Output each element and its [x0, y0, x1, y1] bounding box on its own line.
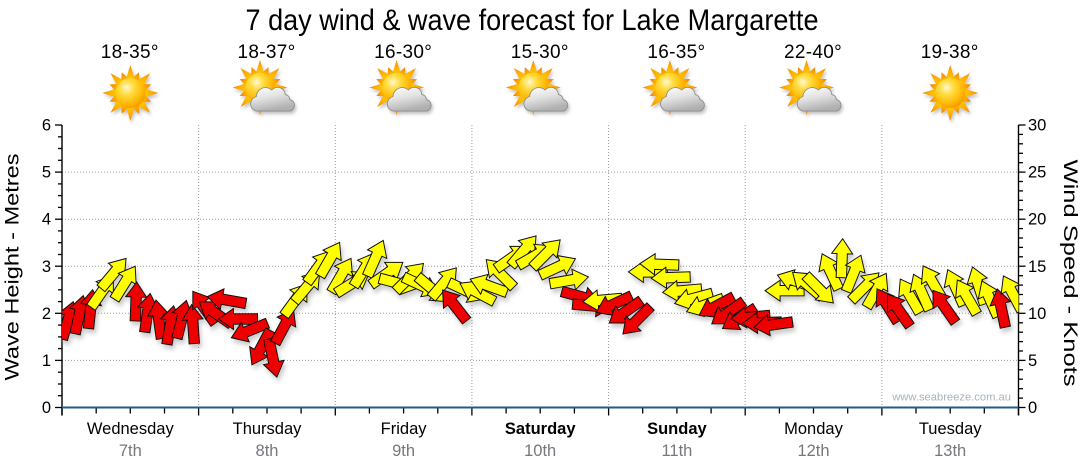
svg-text:Friday: Friday [381, 420, 428, 438]
svg-text:8th: 8th [256, 442, 279, 460]
svg-text:30: 30 [1028, 117, 1046, 135]
svg-text:Wind Speed - Knots: Wind Speed - Knots [1059, 160, 1080, 387]
svg-text:Monday: Monday [784, 420, 843, 438]
svg-text:25: 25 [1028, 164, 1046, 182]
svg-text:6: 6 [42, 117, 51, 135]
svg-text:16-30°: 16-30° [374, 42, 432, 63]
svg-text:10th: 10th [524, 442, 556, 460]
svg-text:12th: 12th [797, 442, 829, 460]
svg-text:15: 15 [1028, 258, 1046, 276]
svg-text:15-30°: 15-30° [511, 42, 569, 63]
svg-text:7 day wind & wave forecast for: 7 day wind & wave forecast for Lake Marg… [246, 4, 819, 37]
svg-text:19-38°: 19-38° [921, 42, 979, 63]
svg-text:www.seabreeze.com.au: www.seabreeze.com.au [891, 392, 1011, 404]
svg-text:2: 2 [42, 305, 51, 323]
svg-text:11th: 11th [661, 442, 692, 460]
svg-text:0: 0 [1028, 399, 1037, 417]
svg-text:Thursday: Thursday [233, 420, 303, 438]
svg-text:Wednesday: Wednesday [87, 420, 175, 438]
svg-text:20: 20 [1028, 211, 1046, 229]
svg-text:5: 5 [42, 164, 51, 182]
svg-text:0: 0 [42, 399, 51, 417]
svg-text:18-37°: 18-37° [238, 42, 296, 63]
svg-text:18-35°: 18-35° [101, 42, 159, 63]
svg-text:13th: 13th [934, 442, 966, 460]
svg-text:22-40°: 22-40° [784, 42, 842, 63]
svg-text:16-35°: 16-35° [647, 42, 705, 63]
svg-text:Sunday: Sunday [647, 420, 707, 438]
svg-text:Tuesday: Tuesday [919, 420, 982, 438]
svg-text:9th: 9th [392, 442, 415, 460]
svg-text:1: 1 [42, 352, 51, 370]
svg-text:3: 3 [42, 258, 51, 276]
svg-text:7th: 7th [119, 442, 142, 460]
svg-text:10: 10 [1028, 305, 1046, 323]
svg-text:Saturday: Saturday [505, 420, 576, 438]
svg-text:5: 5 [1028, 352, 1037, 370]
svg-text:4: 4 [42, 211, 51, 229]
svg-text:Wave Height - Metres: Wave Height - Metres [3, 154, 24, 381]
